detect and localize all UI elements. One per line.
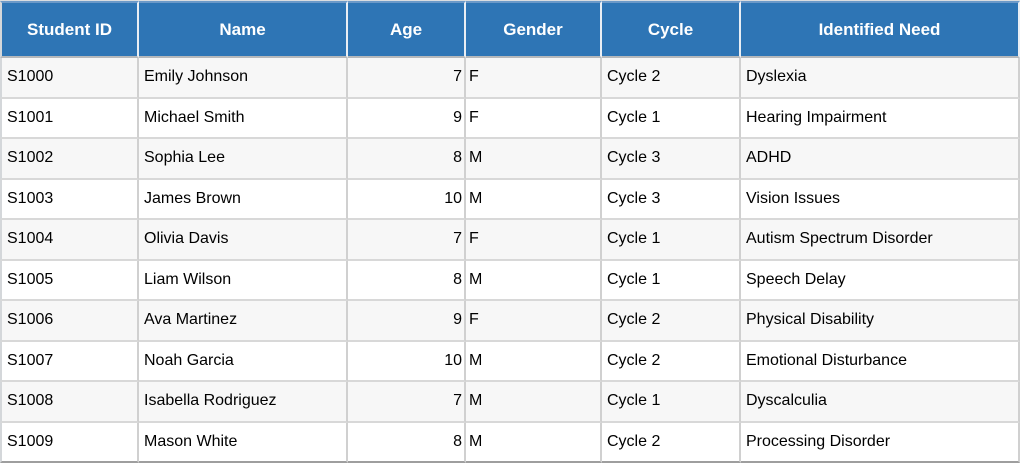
table-row: S1000 Emily Johnson 7 F Cycle 2 Dyslexia [0, 58, 1020, 99]
cell-identified-need: Speech Delay [741, 260, 1020, 301]
cell-cycle: Cycle 1 [602, 98, 741, 139]
cell-identified-need: Autism Spectrum Disorder [741, 220, 1020, 261]
cell-student-id: S1009 [0, 422, 139, 463]
cell-name: Michael Smith [139, 98, 348, 139]
cell-age: 8 [348, 139, 466, 180]
cell-name: Sophia Lee [139, 139, 348, 180]
table-row: S1007 Noah Garcia 10 M Cycle 2 Emotional Dist… [0, 341, 1020, 382]
cell-identified-need: Processing Disorder [741, 422, 1020, 463]
table-row: S1001 Michael Smith 9 F Cycle 1 Hearing Impai… [0, 98, 1020, 139]
cell-gender: M [466, 382, 602, 423]
header-row: Student ID Name Age Gender Cycle Identif… [0, 1, 1020, 58]
cell-gender: F [466, 58, 602, 99]
cell-name: Liam Wilson [139, 260, 348, 301]
cell-name: James Brown [139, 179, 348, 220]
cell-gender: M [466, 341, 602, 382]
cell-student-id: S1000 [0, 58, 139, 99]
cell-identified-need: Dyscalculia [741, 382, 1020, 423]
cell-age: 10 [348, 341, 466, 382]
cell-gender: M [466, 260, 602, 301]
cell-identified-need: ADHD [741, 139, 1020, 180]
cell-identified-need: Emotional Disturbance [741, 341, 1020, 382]
cell-identified-need: Vision Issues [741, 179, 1020, 220]
cell-gender: M [466, 179, 602, 220]
cell-age: 9 [348, 98, 466, 139]
cell-name: Ava Martinez [139, 301, 348, 342]
cell-cycle: Cycle 2 [602, 58, 741, 99]
cell-cycle: Cycle 2 [602, 301, 741, 342]
cell-name: Emily Johnson [139, 58, 348, 99]
cell-student-id: S1006 [0, 301, 139, 342]
table-row: S1002 Sophia Lee 8 M Cycle 3 ADHD [0, 139, 1020, 180]
cell-cycle: Cycle 1 [602, 260, 741, 301]
cell-age: 8 [348, 422, 466, 463]
cell-gender: M [466, 139, 602, 180]
cell-student-id: S1003 [0, 179, 139, 220]
cell-cycle: Cycle 2 [602, 422, 741, 463]
cell-age: 10 [348, 179, 466, 220]
table-row: S1009 Mason White 8 M Cycle 2 Processing Diso… [0, 422, 1020, 463]
table-row: S1003 James Brown 10 M Cycle 3 Vision Issues [0, 179, 1020, 220]
cell-gender: F [466, 220, 602, 261]
column-header-identified-need: Identified Need [741, 1, 1020, 58]
table-row: S1005 Liam Wilson 8 M Cycle 1 Speech Delay [0, 260, 1020, 301]
cell-identified-need: Hearing Impairment [741, 98, 1020, 139]
cell-student-id: S1001 [0, 98, 139, 139]
cell-cycle: Cycle 1 [602, 220, 741, 261]
column-header-name: Name [139, 1, 348, 58]
cell-student-id: S1008 [0, 382, 139, 423]
cell-age: 7 [348, 382, 466, 423]
cell-age: 7 [348, 220, 466, 261]
cell-student-id: S1005 [0, 260, 139, 301]
cell-age: 8 [348, 260, 466, 301]
cell-student-id: S1007 [0, 341, 139, 382]
cell-identified-need: Dyslexia [741, 58, 1020, 99]
column-header-gender: Gender [466, 1, 602, 58]
column-header-age: Age [348, 1, 466, 58]
cell-gender: F [466, 301, 602, 342]
cell-age: 9 [348, 301, 466, 342]
cell-cycle: Cycle 2 [602, 341, 741, 382]
cell-student-id: S1004 [0, 220, 139, 261]
cell-name: Mason White [139, 422, 348, 463]
table-header: Student ID Name Age Gender Cycle Identif… [0, 1, 1020, 58]
table-row: S1008 Isabella Rodriguez 7 M Cycle 1 Dyscalcu… [0, 382, 1020, 423]
cell-student-id: S1002 [0, 139, 139, 180]
cell-gender: F [466, 98, 602, 139]
column-header-cycle: Cycle [602, 1, 741, 58]
table-row: S1004 Olivia Davis 7 F Cycle 1 Autism Spectru… [0, 220, 1020, 261]
table-body: S1000 Emily Johnson 7 F Cycle 2 Dyslexia S1001… [0, 58, 1020, 463]
cell-age: 7 [348, 58, 466, 99]
cell-cycle: Cycle 1 [602, 382, 741, 423]
cell-name: Olivia Davis [139, 220, 348, 261]
cell-name: Isabella Rodriguez [139, 382, 348, 423]
column-header-student-id: Student ID [0, 1, 139, 58]
cell-name: Noah Garcia [139, 341, 348, 382]
cell-cycle: Cycle 3 [602, 179, 741, 220]
cell-cycle: Cycle 3 [602, 139, 741, 180]
cell-gender: M [466, 422, 602, 463]
cell-identified-need: Physical Disability [741, 301, 1020, 342]
table-row: S1006 Ava Martinez 9 F Cycle 2 Physical Disab… [0, 301, 1020, 342]
